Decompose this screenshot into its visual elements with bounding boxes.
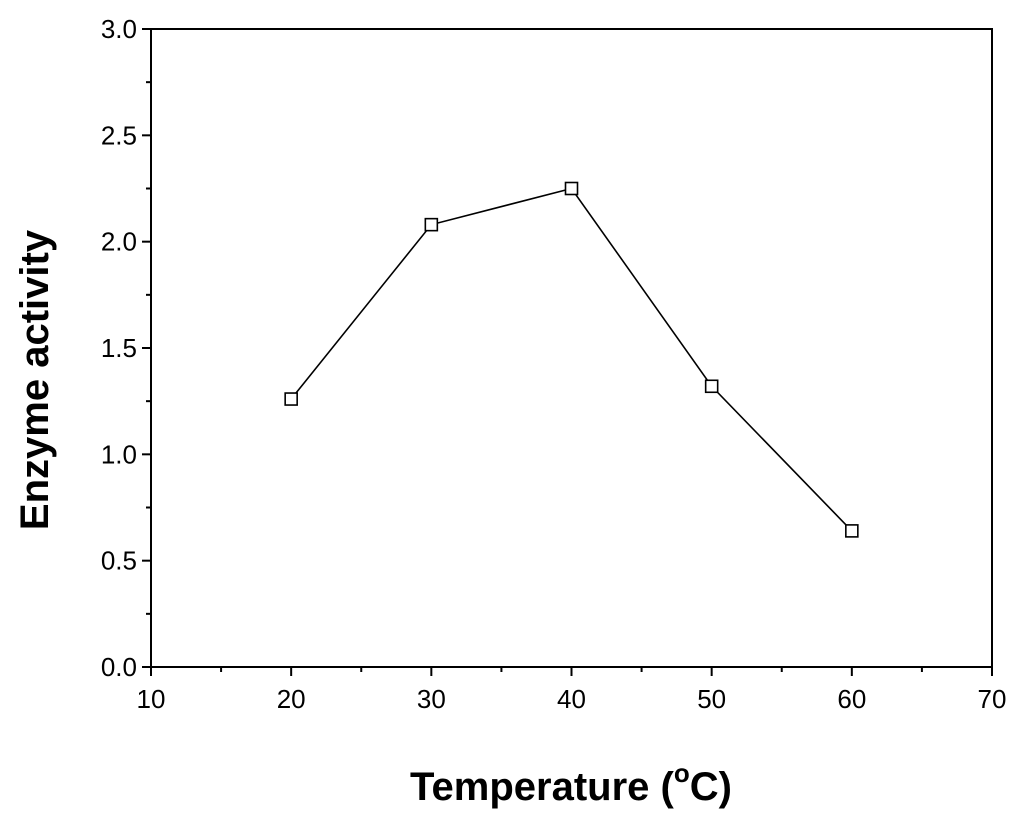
y-tick-label: 1.0 [101, 439, 137, 469]
x-tick-label: 60 [837, 684, 866, 714]
data-point-marker [424, 217, 439, 232]
y-tick-label: 0.5 [101, 546, 137, 576]
x-axis-title: Temperature (oC) [410, 758, 732, 809]
y-tick-label: 2.0 [101, 227, 137, 257]
y-axis-title: Enzyme activity [13, 229, 57, 530]
data-point-marker [564, 181, 579, 196]
plot-area-frame [150, 28, 993, 668]
y-tick-label: 0.0 [101, 652, 137, 682]
data-point-marker [284, 392, 298, 406]
x-tick-label: 70 [978, 684, 1007, 714]
data-point-marker [845, 524, 859, 538]
x-tick-label: 40 [557, 684, 586, 714]
x-tick-label: 50 [697, 684, 726, 714]
data-point-marker [704, 379, 719, 394]
x-tick-label: 30 [417, 684, 446, 714]
x-tick-label: 10 [137, 684, 166, 714]
y-tick-label: 3.0 [101, 14, 137, 44]
y-tick-label: 1.5 [101, 333, 137, 363]
y-tick-label: 2.5 [101, 120, 137, 150]
x-tick-label: 20 [277, 684, 306, 714]
series-line [290, 187, 853, 532]
